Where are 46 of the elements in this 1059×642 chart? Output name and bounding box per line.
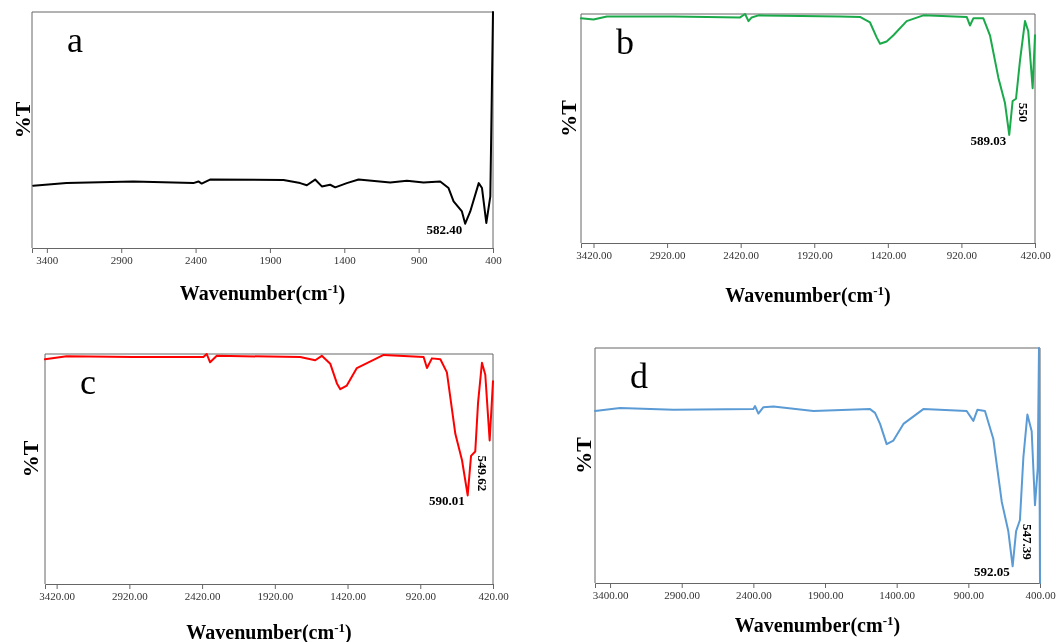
x-tick-label: 1920.00 [257, 589, 294, 602]
x-tick-label: 2900.00 [664, 588, 701, 601]
x-tick-label: 3420.00 [39, 589, 76, 602]
x-tick-label: 3400 [36, 253, 59, 266]
annotation: 582.40 [426, 221, 463, 237]
x-tick-label: 1420.00 [330, 589, 367, 602]
annotation: 589.03 [970, 132, 1007, 148]
x-tick-label: 1900.00 [807, 588, 844, 601]
x-tick-label: 3400.00 [592, 588, 629, 601]
x-axis-title: Wavenumber(cm$^{-1}$) [734, 612, 901, 637]
x-axis-title: Wavenumber(cm$^{-1}$) [179, 280, 346, 305]
x-axis-title: Wavenumber(cm$^{-1}$) [725, 282, 891, 307]
annotation: 547.39 [1019, 524, 1035, 561]
x-tick-label: 2920.00 [111, 589, 149, 602]
x-tick-label: 420.00 [478, 589, 510, 602]
x-tick-label: 900.00 [953, 588, 985, 601]
x-tick-label: 3420.00 [576, 248, 613, 261]
chart-title: c [80, 362, 96, 402]
x-tick-label: 420.00 [1020, 248, 1052, 261]
annotation: 549.62 [475, 455, 491, 492]
x-tick-label: 1420.00 [870, 248, 907, 261]
y-axis-title: %T [9, 101, 35, 139]
y-axis-title: %T [17, 440, 43, 478]
chart-title: a [67, 20, 83, 60]
y-axis-title: %T [555, 99, 581, 137]
annotation: 590.01 [428, 493, 465, 509]
x-tick-label: 900 [410, 253, 428, 266]
x-tick-label: 1400 [333, 253, 357, 266]
annotation: 592.05 [973, 564, 1011, 580]
chart-title: b [616, 22, 634, 62]
x-tick-label: 2420.00 [184, 589, 221, 602]
x-tick-label: 2900 [110, 253, 134, 266]
x-tick-label: 1920.00 [796, 248, 834, 261]
x-tick-label: 1900 [259, 253, 282, 266]
x-tick-label: 400 [485, 253, 503, 266]
x-tick-label: 400.00 [1025, 588, 1057, 601]
x-tick-label: 2420.00 [723, 248, 760, 261]
chart-title: d [630, 356, 648, 396]
x-tick-label: 2920.00 [649, 248, 686, 261]
x-tick-label: 1400.00 [879, 588, 916, 601]
x-tick-label: 920.00 [405, 589, 437, 602]
annotation: 550 [1016, 102, 1032, 123]
x-tick-label: 2400.00 [735, 588, 773, 601]
x-tick-label: 920.00 [946, 248, 978, 261]
y-axis-title: %T [570, 436, 596, 474]
x-tick-label: 2400 [185, 253, 208, 266]
